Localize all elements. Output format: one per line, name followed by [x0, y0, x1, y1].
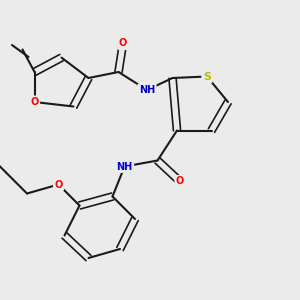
Text: NH: NH [139, 85, 155, 95]
Text: NH: NH [116, 161, 133, 172]
Text: O: O [30, 97, 39, 107]
Text: O: O [119, 38, 127, 49]
Text: O: O [176, 176, 184, 187]
Text: S: S [203, 71, 211, 82]
Text: O: O [54, 179, 63, 190]
